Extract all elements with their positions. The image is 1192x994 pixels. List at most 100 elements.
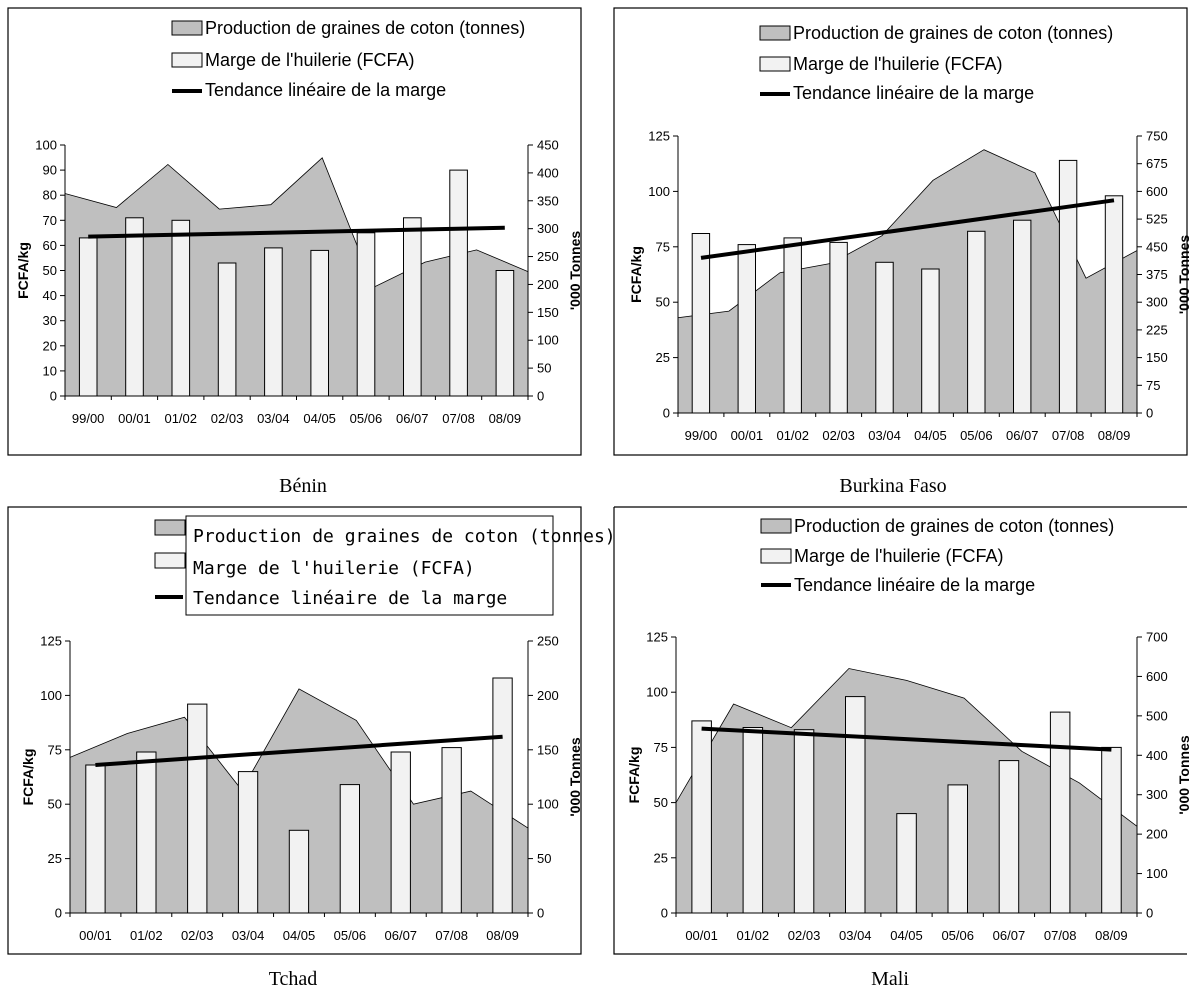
y-tick-label: 90 <box>43 163 57 178</box>
y2-tick-label: 250 <box>537 634 559 649</box>
x-tick-label: 01/02 <box>164 411 197 426</box>
y2-tick-label: 300 <box>537 221 559 236</box>
y-tick-label: 80 <box>43 188 57 203</box>
bar-marge <box>1013 219 1032 414</box>
x-tick-label: 07/08 <box>1052 428 1085 443</box>
x-tick-label: 00/01 <box>79 928 112 943</box>
legend-swatch-marge <box>760 548 792 564</box>
y-tick-label: 100 <box>646 685 668 700</box>
y-axis-title: FCFA/kg <box>15 242 31 299</box>
y2-tick-label: 100 <box>1146 866 1168 881</box>
legend-label-tendance: Tendance linéaire de la marge <box>794 575 1035 595</box>
legend-label-production: Production de graines de coton (tonnes) <box>794 516 1114 536</box>
y-tick-label: 125 <box>646 630 668 645</box>
legend-label-tendance: Tendance linéaire de la marge <box>205 80 446 100</box>
bar-marge <box>1049 711 1071 914</box>
bar-marge <box>310 249 329 397</box>
y2-tick-label: 600 <box>1146 669 1168 684</box>
y2-tick-label: 0 <box>537 389 544 404</box>
x-tick-label: 05/06 <box>334 928 367 943</box>
y-tick-label: 100 <box>35 138 57 153</box>
y-tick-label: 100 <box>40 688 62 703</box>
bar-marge <box>237 771 259 914</box>
y-tick-label: 125 <box>648 129 670 144</box>
x-tick-label: 03/04 <box>257 411 290 426</box>
legend-label-marge: Marge de l'huilerie (FCFA) <box>205 50 415 70</box>
y-tick-label: 25 <box>654 850 668 865</box>
x-tick-label: 06/07 <box>1006 428 1039 443</box>
x-tick-label: 99/00 <box>72 411 105 426</box>
x-tick-label: 07/08 <box>442 411 475 426</box>
chart-tchad: 0 25 50 75 100 125 0 50 100 150 200 250 00/01 01/02 02… <box>20 634 583 944</box>
bar-marge <box>783 237 802 414</box>
y-tick-label: 50 <box>48 797 62 812</box>
x-tick-label: 03/04 <box>232 928 265 943</box>
x-tick-label: 00/01 <box>118 411 151 426</box>
x-tick-label: 05/06 <box>350 411 383 426</box>
x-tick-label: 00/01 <box>731 428 764 443</box>
bar-marge <box>264 247 283 397</box>
bar-marge <box>171 219 191 397</box>
legend-swatch-marge <box>171 52 203 68</box>
x-tick-label: 02/03 <box>181 928 214 943</box>
bar-marge <box>288 829 310 914</box>
y-tick-label: 75 <box>654 740 668 755</box>
x-tick-label: 07/08 <box>1044 928 1077 943</box>
legend-label-tendance: Tendance linéaire de la marge <box>193 588 507 609</box>
y2-tick-label: 0 <box>537 906 544 921</box>
chart-benin: 0 10 20 30 40 50 60 70 80 90 100 0 50 100 150 200 250 300… <box>15 138 583 427</box>
y2-tick-label: 0 <box>1146 406 1153 421</box>
y2-tick-label: 50 <box>537 361 551 376</box>
y-tick-label: 25 <box>48 851 62 866</box>
bar-marge <box>921 268 940 414</box>
bar-marge <box>390 751 411 914</box>
trend-line <box>700 198 1115 260</box>
x-tick-label: 03/04 <box>868 428 901 443</box>
y2-tick-label: 350 <box>537 193 559 208</box>
x-tick-label: 01/02 <box>737 928 770 943</box>
legend-label-production: Production de graines de coton (tonnes) <box>205 18 525 38</box>
legend-tchad: Production de graines de coton (tonnes) … <box>154 515 616 616</box>
legend-label-production: Production de graines de coton (tonnes) <box>193 526 616 547</box>
legend-swatch-production <box>759 25 791 41</box>
y-tick-label: 60 <box>43 238 57 253</box>
legend-box <box>185 515 554 616</box>
chart-mali: 0 25 50 75 100 125 0 100 200 300 400 500 600 700 00/01… <box>626 630 1192 944</box>
x-tick-label: 08/09 <box>486 928 519 943</box>
y2-tick-label: 75 <box>1146 378 1160 393</box>
y2-tick-label: 375 <box>1146 267 1168 282</box>
x-tick-label: 99/00 <box>685 428 718 443</box>
x-tick-label: 08/09 <box>1095 928 1128 943</box>
legend-swatch-production <box>760 518 792 534</box>
y2-tick-label: 400 <box>1146 748 1168 763</box>
y2-tick-label: 750 <box>1146 129 1168 144</box>
y2-tick-label: 200 <box>537 688 559 703</box>
y2-tick-label: 250 <box>537 249 559 264</box>
trend-line <box>701 726 1112 752</box>
bar-marge <box>793 729 815 914</box>
y2-axis-title: '000 Tonnes <box>567 737 583 817</box>
bar-marge <box>1058 159 1078 414</box>
y2-tick-label: 525 <box>1146 212 1168 227</box>
y-tick-label: 100 <box>648 184 670 199</box>
x-tick-label: 01/02 <box>776 428 809 443</box>
x-tick-label: 05/06 <box>941 928 974 943</box>
legend-swatch-production <box>154 519 186 536</box>
x-tick-label: 06/07 <box>396 411 429 426</box>
bar-marge <box>1101 746 1122 914</box>
y2-axis-title: '000 Tonnes <box>567 231 583 311</box>
y-axis-title: FCFA/kg <box>20 749 36 806</box>
y-tick-label: 70 <box>43 213 57 228</box>
y2-tick-label: 225 <box>1146 322 1168 337</box>
bar-marge <box>492 677 513 914</box>
bar-marge <box>78 237 98 397</box>
x-tick-label: 02/03 <box>788 928 821 943</box>
x-tick-label: 04/05 <box>283 928 316 943</box>
bar-marge <box>356 232 376 397</box>
bar-marge <box>875 261 894 414</box>
bar-marge <box>737 244 756 414</box>
legend-label-production: Production de graines de coton (tonnes) <box>793 23 1113 43</box>
bar-marge <box>187 703 208 914</box>
panel-frame-mali <box>613 506 1187 955</box>
